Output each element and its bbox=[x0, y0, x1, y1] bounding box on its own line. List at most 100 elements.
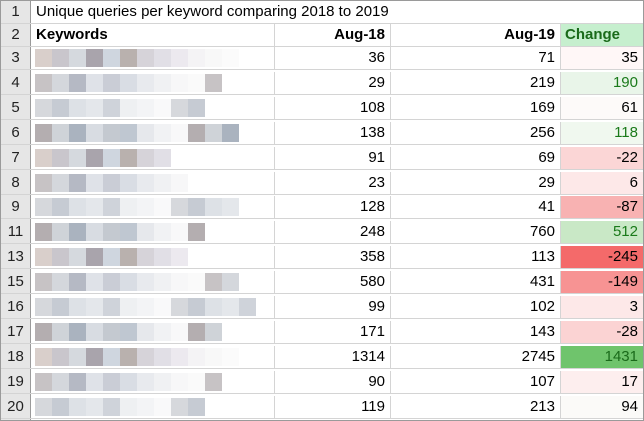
aug18-value[interactable]: 138 bbox=[275, 121, 391, 144]
pixelated-redaction bbox=[35, 372, 222, 391]
table-row: 18 1314 2745 1431 bbox=[1, 345, 643, 369]
change-value[interactable]: 118 bbox=[561, 121, 643, 144]
change-value[interactable]: 190 bbox=[561, 71, 643, 94]
pixelated-redaction bbox=[35, 248, 188, 267]
keyword-cell-redacted[interactable] bbox=[31, 47, 275, 69]
aug18-value[interactable]: 23 bbox=[275, 171, 391, 194]
aug18-value[interactable]: 171 bbox=[275, 320, 391, 343]
table-row: 4 29 219 190 bbox=[1, 71, 643, 95]
table-row: 16 99 102 3 bbox=[1, 296, 643, 319]
change-value[interactable]: -149 bbox=[561, 271, 643, 294]
keyword-cell-redacted[interactable] bbox=[31, 296, 275, 318]
aug19-value[interactable]: 29 bbox=[391, 171, 561, 194]
aug19-value[interactable]: 143 bbox=[391, 320, 561, 343]
aug18-value[interactable]: 108 bbox=[275, 96, 391, 119]
aug19-value[interactable]: 2745 bbox=[391, 345, 561, 368]
table-row: 3 36 71 35 bbox=[1, 47, 643, 70]
aug18-value[interactable]: 36 bbox=[275, 47, 391, 69]
row-number[interactable]: 5 bbox=[11, 98, 20, 116]
keyword-cell-redacted[interactable] bbox=[31, 196, 275, 219]
aug18-value[interactable]: 90 bbox=[275, 370, 391, 393]
table-row: 7 91 69 -22 bbox=[1, 146, 643, 170]
row-number[interactable]: 1 bbox=[11, 3, 20, 20]
keyword-cell-redacted[interactable] bbox=[31, 370, 275, 393]
keyword-cell-redacted[interactable] bbox=[31, 246, 275, 269]
change-value[interactable]: 17 bbox=[561, 370, 643, 393]
pixelated-redaction bbox=[35, 397, 205, 416]
change-header[interactable]: Change bbox=[561, 24, 643, 46]
row-number[interactable]: 18 bbox=[7, 347, 24, 365]
aug19-value[interactable]: 69 bbox=[391, 146, 561, 169]
aug18-value[interactable]: 248 bbox=[275, 221, 391, 244]
row-number[interactable]: 8 bbox=[11, 173, 20, 191]
row-number[interactable]: 6 bbox=[11, 123, 20, 141]
aug19-value[interactable]: 71 bbox=[391, 47, 561, 69]
keyword-cell-redacted[interactable] bbox=[31, 96, 275, 119]
aug19-value[interactable]: 102 bbox=[391, 296, 561, 318]
aug18-value[interactable]: 128 bbox=[275, 196, 391, 219]
keyword-cell-redacted[interactable] bbox=[31, 146, 275, 169]
change-value[interactable]: -87 bbox=[561, 196, 643, 219]
row-number[interactable]: 2 bbox=[11, 26, 20, 43]
aug19-header[interactable]: Aug-19 bbox=[391, 24, 561, 46]
change-value[interactable]: 3 bbox=[561, 296, 643, 318]
aug19-value[interactable]: 169 bbox=[391, 96, 561, 119]
pixelated-redaction bbox=[35, 73, 222, 92]
table-row: 6 138 256 118 bbox=[1, 121, 643, 145]
change-value[interactable]: 6 bbox=[561, 171, 643, 194]
row-number[interactable]: 15 bbox=[7, 273, 24, 291]
title-row: 1 Unique queries per keyword comparing 2… bbox=[1, 1, 643, 24]
row-number[interactable]: 20 bbox=[7, 397, 24, 415]
keyword-cell-redacted[interactable] bbox=[31, 320, 275, 343]
aug18-value[interactable]: 580 bbox=[275, 271, 391, 294]
change-value[interactable]: 61 bbox=[561, 96, 643, 119]
change-value[interactable]: -28 bbox=[561, 320, 643, 343]
row-number[interactable]: 9 bbox=[11, 198, 20, 216]
aug18-header[interactable]: Aug-18 bbox=[275, 24, 391, 46]
keywords-header[interactable]: Keywords bbox=[31, 24, 275, 46]
table-row: 17 171 143 -28 bbox=[1, 320, 643, 344]
aug19-value[interactable]: 213 bbox=[391, 395, 561, 418]
aug18-value[interactable]: 119 bbox=[275, 395, 391, 418]
row-number[interactable]: 11 bbox=[7, 223, 24, 241]
sheet-title-cell[interactable]: Unique queries per keyword comparing 201… bbox=[36, 3, 389, 20]
aug18-value[interactable]: 91 bbox=[275, 146, 391, 169]
aug19-value[interactable]: 113 bbox=[391, 246, 561, 269]
change-value[interactable]: 35 bbox=[561, 47, 643, 69]
aug18-value[interactable]: 358 bbox=[275, 246, 391, 269]
row-number[interactable]: 19 bbox=[7, 372, 24, 390]
change-value[interactable]: -245 bbox=[561, 246, 643, 269]
pixelated-redaction bbox=[35, 198, 239, 217]
row-number[interactable]: 13 bbox=[7, 248, 24, 266]
aug19-value[interactable]: 107 bbox=[391, 370, 561, 393]
aug19-value[interactable]: 256 bbox=[391, 121, 561, 144]
row-number[interactable]: 17 bbox=[7, 322, 24, 340]
row-header-column bbox=[1, 1, 31, 420]
change-value[interactable]: 512 bbox=[561, 221, 643, 244]
change-value[interactable]: 1431 bbox=[561, 345, 643, 368]
aug18-value[interactable]: 99 bbox=[275, 296, 391, 318]
row-number[interactable]: 4 bbox=[11, 73, 20, 91]
keyword-cell-redacted[interactable] bbox=[31, 271, 275, 294]
aug19-value[interactable]: 219 bbox=[391, 71, 561, 94]
row-number[interactable]: 16 bbox=[7, 298, 24, 315]
pixelated-redaction bbox=[35, 173, 188, 192]
keyword-cell-redacted[interactable] bbox=[31, 121, 275, 144]
change-value[interactable]: -22 bbox=[561, 146, 643, 169]
aug18-value[interactable]: 1314 bbox=[275, 345, 391, 368]
keyword-cell-redacted[interactable] bbox=[31, 171, 275, 194]
change-value[interactable]: 94 bbox=[561, 395, 643, 418]
aug19-value[interactable]: 760 bbox=[391, 221, 561, 244]
keyword-cell-redacted[interactable] bbox=[31, 221, 275, 244]
keyword-cell-redacted[interactable] bbox=[31, 71, 275, 94]
pixelated-redaction bbox=[35, 322, 222, 341]
aug18-value[interactable]: 29 bbox=[275, 71, 391, 94]
keyword-cell-redacted[interactable] bbox=[31, 345, 275, 368]
row-number[interactable]: 7 bbox=[11, 148, 20, 166]
row-number[interactable]: 3 bbox=[11, 49, 20, 66]
aug19-value[interactable]: 41 bbox=[391, 196, 561, 219]
keyword-cell-redacted[interactable] bbox=[31, 395, 275, 418]
table-row: 9 128 41 -87 bbox=[1, 196, 643, 220]
aug19-value[interactable]: 431 bbox=[391, 271, 561, 294]
header-row: 2 Keywords Aug-18 Aug-19 Change bbox=[1, 24, 643, 47]
